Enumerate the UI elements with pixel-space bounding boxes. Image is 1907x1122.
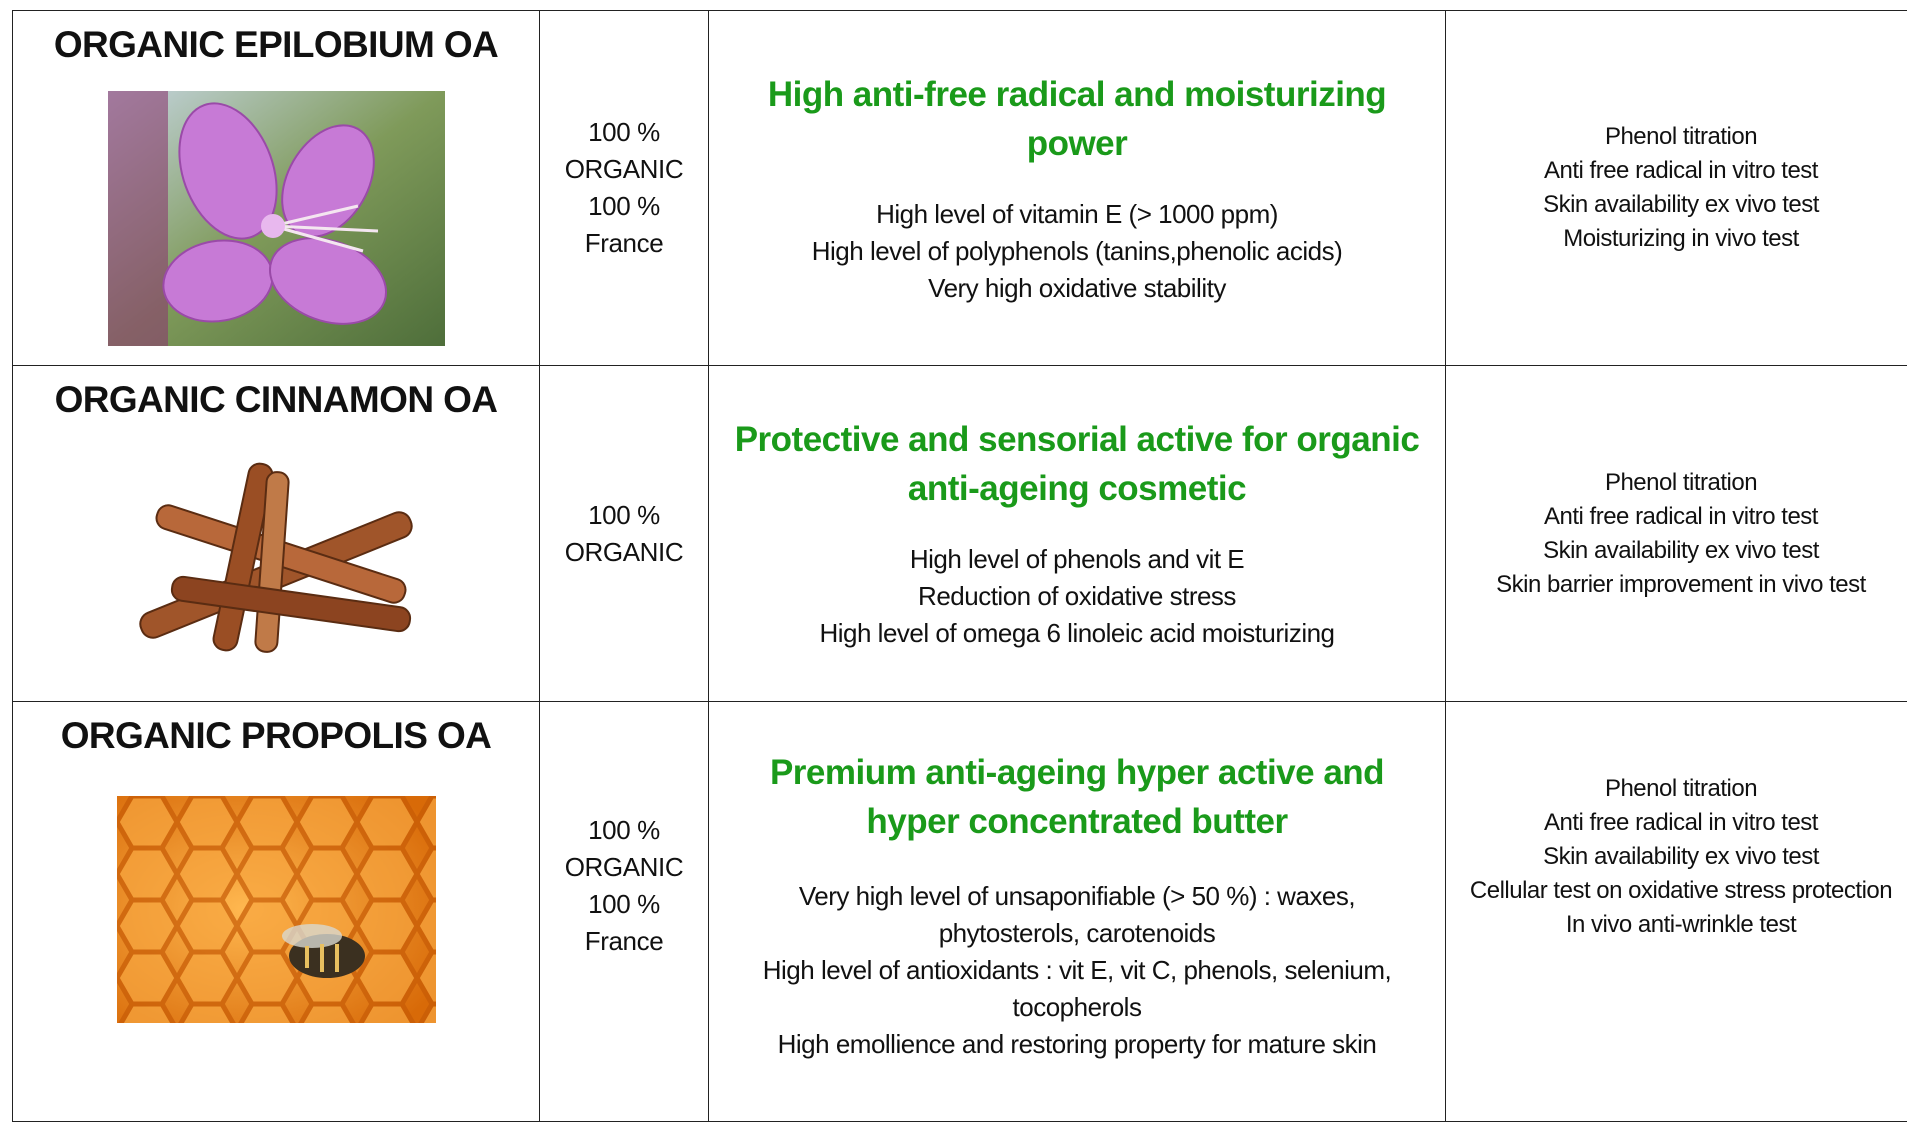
claim-cell: Premium anti-ageing hyper active and hyp…	[709, 702, 1446, 1122]
test: Anti free radical in vitro test	[1446, 500, 1907, 534]
feature: High level of antioxidants : vit E, vit …	[709, 952, 1445, 1026]
name-cell: ORGANIC CINNAMON OA	[13, 366, 540, 702]
origin-line: 100 %	[540, 886, 708, 923]
headline: Protective and sensorial active for orga…	[709, 415, 1445, 513]
headline: Premium anti-ageing hyper active and hyp…	[709, 748, 1445, 846]
name-cell: ORGANIC PROPOLIS OA	[13, 702, 540, 1122]
origin-line: ORGANIC	[540, 534, 708, 571]
tests-cell: Phenol titration Anti free radical in vi…	[1446, 366, 1907, 702]
product-name: ORGANIC PROPOLIS OA	[13, 714, 539, 758]
test: Anti free radical in vitro test	[1446, 806, 1907, 840]
origin-line: 100 %	[540, 114, 708, 151]
origin-cell: 100 % ORGANIC 100 % France	[540, 702, 709, 1122]
feature: High level of phenols and vit E	[709, 541, 1445, 578]
test: Skin availability ex vivo test	[1446, 188, 1907, 222]
origin-line: ORGANIC	[540, 849, 708, 886]
test: Skin availability ex vivo test	[1446, 840, 1907, 874]
feature: Very high oxidative stability	[709, 270, 1445, 307]
row: ORGANIC PROPOLIS OA 100 % ORGANIC 100 % …	[13, 702, 1907, 1122]
feature: Reduction of oxidative stress	[709, 578, 1445, 615]
test: Skin availability ex vivo test	[1446, 534, 1907, 568]
test: Phenol titration	[1446, 466, 1907, 500]
page: Organic actives {"rows":[ {"name":"ORGAN…	[0, 0, 1907, 1071]
origin-line: 100 %	[540, 812, 708, 849]
product-table: ORGANIC EPILOBIUM OA 100 % ORGANIC 100 %…	[12, 10, 1907, 1122]
product-image	[108, 91, 445, 346]
test: Cellular test on oxidative stress protec…	[1446, 874, 1907, 908]
product-image	[117, 796, 436, 1023]
feature: Very high level of unsaponifiable (> 50 …	[709, 878, 1445, 952]
origin-cell: 100 % ORGANIC	[540, 366, 709, 702]
origin-line: France	[540, 225, 708, 262]
feature: High level of vitamin E (> 1000 ppm)	[709, 196, 1445, 233]
claim-cell: Protective and sensorial active for orga…	[709, 366, 1446, 702]
row: ORGANIC EPILOBIUM OA 100 % ORGANIC 100 %…	[13, 11, 1907, 366]
origin-cell: 100 % ORGANIC 100 % France	[540, 11, 709, 366]
product-image	[111, 442, 441, 672]
headline: High anti-free radical and moisturizing …	[709, 70, 1445, 168]
tests-cell: Phenol titration Anti free radical in vi…	[1446, 702, 1907, 1122]
row: ORGANIC CINNAMON OA 100 % ORGANIC Protec…	[13, 366, 1907, 702]
test: Skin barrier improvement in vivo test	[1446, 568, 1907, 602]
origin-line: France	[540, 923, 708, 960]
product-name: ORGANIC CINNAMON OA	[13, 378, 539, 422]
feature: High emollience and restoring property f…	[709, 1026, 1445, 1063]
origin-line: 100 %	[540, 188, 708, 225]
test: Phenol titration	[1446, 120, 1907, 154]
test: Anti free radical in vitro test	[1446, 154, 1907, 188]
test: In vivo anti-wrinkle test	[1446, 908, 1907, 942]
test: Moisturizing in vivo test	[1446, 222, 1907, 256]
origin-line: 100 %	[540, 497, 708, 534]
origin-line: ORGANIC	[540, 151, 708, 188]
feature: High level of polyphenols (tanins,phenol…	[709, 233, 1445, 270]
feature: High level of omega 6 linoleic acid mois…	[709, 615, 1445, 652]
tests-cell: Phenol titration Anti free radical in vi…	[1446, 11, 1907, 366]
claim-cell: High anti-free radical and moisturizing …	[709, 11, 1446, 366]
test: Phenol titration	[1446, 772, 1907, 806]
product-name: ORGANIC EPILOBIUM OA	[13, 23, 539, 67]
name-cell: ORGANIC EPILOBIUM OA	[13, 11, 540, 366]
page-body: ORGANIC EPILOBIUM OA 100 % ORGANIC 100 %…	[0, 0, 1907, 1071]
